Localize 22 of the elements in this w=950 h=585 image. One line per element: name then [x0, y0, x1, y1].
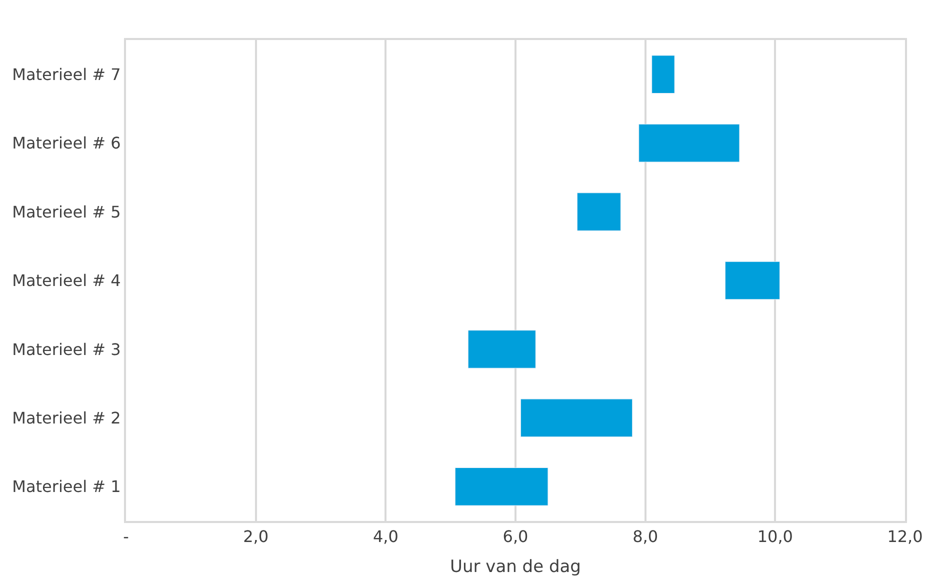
x-tick-label: 12,0	[887, 527, 923, 546]
y-tick-label: Materieel # 2	[12, 408, 121, 428]
bar	[724, 261, 780, 300]
x-tick-label: 10,0	[757, 527, 793, 546]
bar	[520, 398, 633, 438]
y-tick-label: Materieel # 3	[12, 340, 121, 359]
y-tick-label: Materieel # 5	[12, 202, 121, 222]
y-tick-label: Materieel # 6	[12, 134, 121, 153]
bar	[638, 124, 740, 162]
x-tick-label: 6,0	[502, 527, 528, 546]
bar	[576, 192, 621, 231]
y-tick-label: Materieel # 4	[12, 271, 121, 290]
bar	[454, 468, 548, 506]
x-tick-label: 2,0	[243, 527, 269, 546]
y-tick-label: Materieel # 7	[12, 64, 121, 84]
x-tick-label: -	[123, 527, 129, 546]
x-tick-label: 4,0	[372, 527, 398, 546]
bar	[468, 330, 536, 368]
x-tick-label: 8,0	[632, 527, 658, 546]
bar	[652, 55, 675, 94]
x-axis-title: Uur van de dag	[450, 557, 581, 578]
y-tick-label: Materieel # 1	[12, 477, 121, 496]
